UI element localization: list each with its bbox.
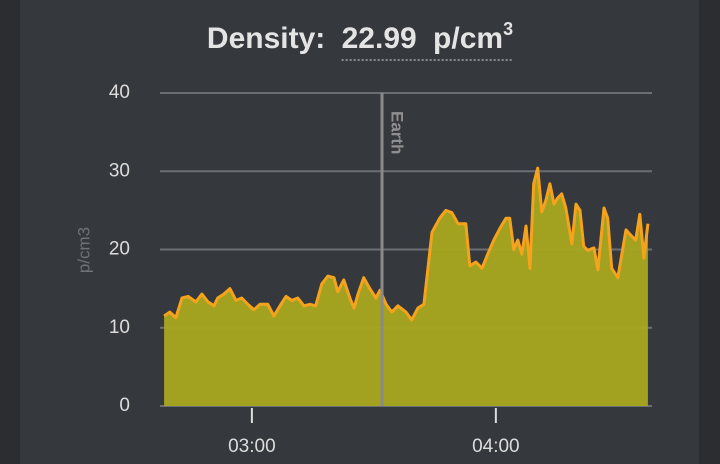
side-panel — [0, 0, 20, 464]
annotation-label: Earth — [388, 111, 407, 154]
unit-exponent: 3 — [503, 19, 513, 39]
area-fill — [164, 168, 648, 406]
unit: p/cm — [433, 22, 503, 55]
side-panel — [699, 0, 720, 464]
y-tick-label: 30 — [109, 160, 130, 181]
chart-title: Density: 22.99 p/cm3 — [207, 19, 513, 55]
x-tick-label: 03:00 — [228, 436, 276, 457]
title-label: Density: — [207, 22, 325, 55]
y-axis-label: p/cm3 — [74, 227, 93, 273]
y-tick-label: 0 — [119, 395, 130, 416]
current-value: 22.99 — [342, 22, 417, 55]
x-tick-label: 04:00 — [472, 436, 520, 457]
y-tick-label: 40 — [109, 82, 130, 103]
y-tick-label: 10 — [109, 317, 130, 338]
line — [163, 166, 650, 322]
y-tick-label: 20 — [109, 239, 130, 260]
